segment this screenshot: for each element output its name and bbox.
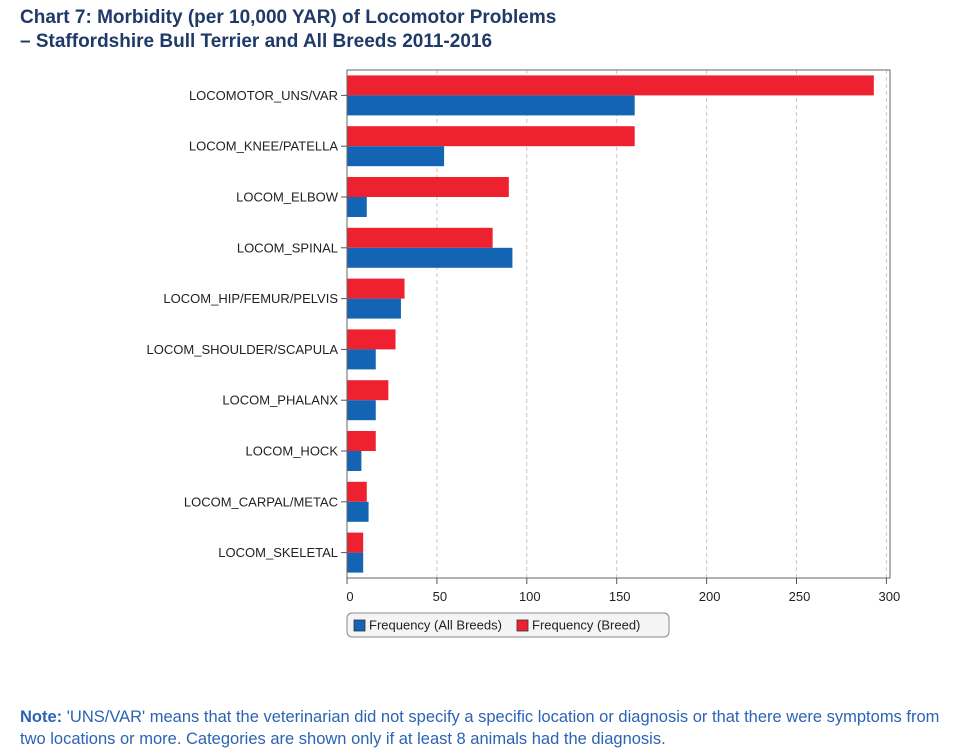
bar-breed-5	[347, 329, 396, 350]
x-tick-label-300: 300	[879, 589, 901, 604]
x-tick-label-250: 250	[789, 589, 811, 604]
x-tick-label-100: 100	[519, 589, 541, 604]
x-tick-label-50: 50	[433, 589, 447, 604]
legend-label-breed: Frequency (Breed)	[532, 618, 640, 633]
bar-breed-9	[347, 532, 364, 553]
bar-all-breeds-6	[347, 400, 376, 421]
category-label-1: LOCOM_KNEE/PATELLA	[189, 139, 338, 154]
category-label-7: LOCOM_HOCK	[246, 444, 339, 459]
bar-all-breeds-4	[347, 298, 401, 319]
bar-breed-3	[347, 227, 493, 248]
bar-all-breeds-2	[347, 197, 367, 217]
category-label-3: LOCOM_SPINAL	[237, 240, 338, 255]
bar-breed-0	[347, 75, 874, 96]
category-label-9: LOCOM_SKELETAL	[218, 545, 338, 560]
bar-breed-4	[347, 278, 405, 299]
bar-all-breeds-9	[347, 552, 364, 573]
category-label-2: LOCOM_ELBOW	[236, 190, 339, 205]
bar-breed-1	[347, 126, 635, 147]
chart-note: Note: 'UNS/VAR' means that the veterinar…	[20, 706, 955, 750]
bar-all-breeds-7	[347, 451, 362, 471]
category-label-4: LOCOM_HIP/FEMUR/PELVIS	[163, 291, 338, 306]
legend-label-all-breeds: Frequency (All Breeds)	[369, 618, 502, 633]
plot-border	[346, 69, 891, 579]
category-label-5: LOCOM_SHOULDER/SCAPULA	[147, 342, 339, 357]
category-label-6: LOCOM_PHALANX	[222, 393, 338, 408]
x-tick-label-0: 0	[346, 589, 353, 604]
chart-title-line1: Chart 7: Morbidity (per 10,000 YAR) of L…	[20, 7, 557, 28]
bar-breed-7	[347, 431, 376, 451]
bar-breed-6	[347, 380, 389, 401]
bar-all-breeds-5	[347, 349, 376, 370]
legend-swatch-breed	[516, 619, 529, 632]
bar-breed-8	[347, 481, 367, 502]
chart-title: Chart 7: Morbidity (per 10,000 YAR) of L…	[20, 6, 556, 54]
x-tick-label-150: 150	[609, 589, 631, 604]
legend-swatch-all-breeds	[353, 619, 366, 632]
category-label-0: LOCOMOTOR_UNS/VAR	[189, 88, 338, 103]
category-label-8: LOCOM_CARPAL/METAC	[184, 494, 338, 509]
bar-all-breeds-0	[347, 95, 635, 116]
note-text: 'UNS/VAR' means that the veterinarian di…	[20, 708, 940, 748]
bar-all-breeds-1	[347, 146, 445, 167]
bar-all-breeds-3	[347, 247, 513, 268]
x-tick-label-200: 200	[699, 589, 721, 604]
bar-all-breeds-8	[347, 501, 369, 522]
note-label: Note:	[20, 708, 63, 726]
legend-box	[346, 612, 670, 638]
bar-breed-2	[347, 177, 509, 197]
chart-title-line2: – Staffordshire Bull Terrier and All Bre…	[20, 31, 493, 52]
bar-chart: LOCOMOTOR_UNS/VAR LOCOM_KNEE/PATELLA LOCOM…	[147, 69, 901, 638]
